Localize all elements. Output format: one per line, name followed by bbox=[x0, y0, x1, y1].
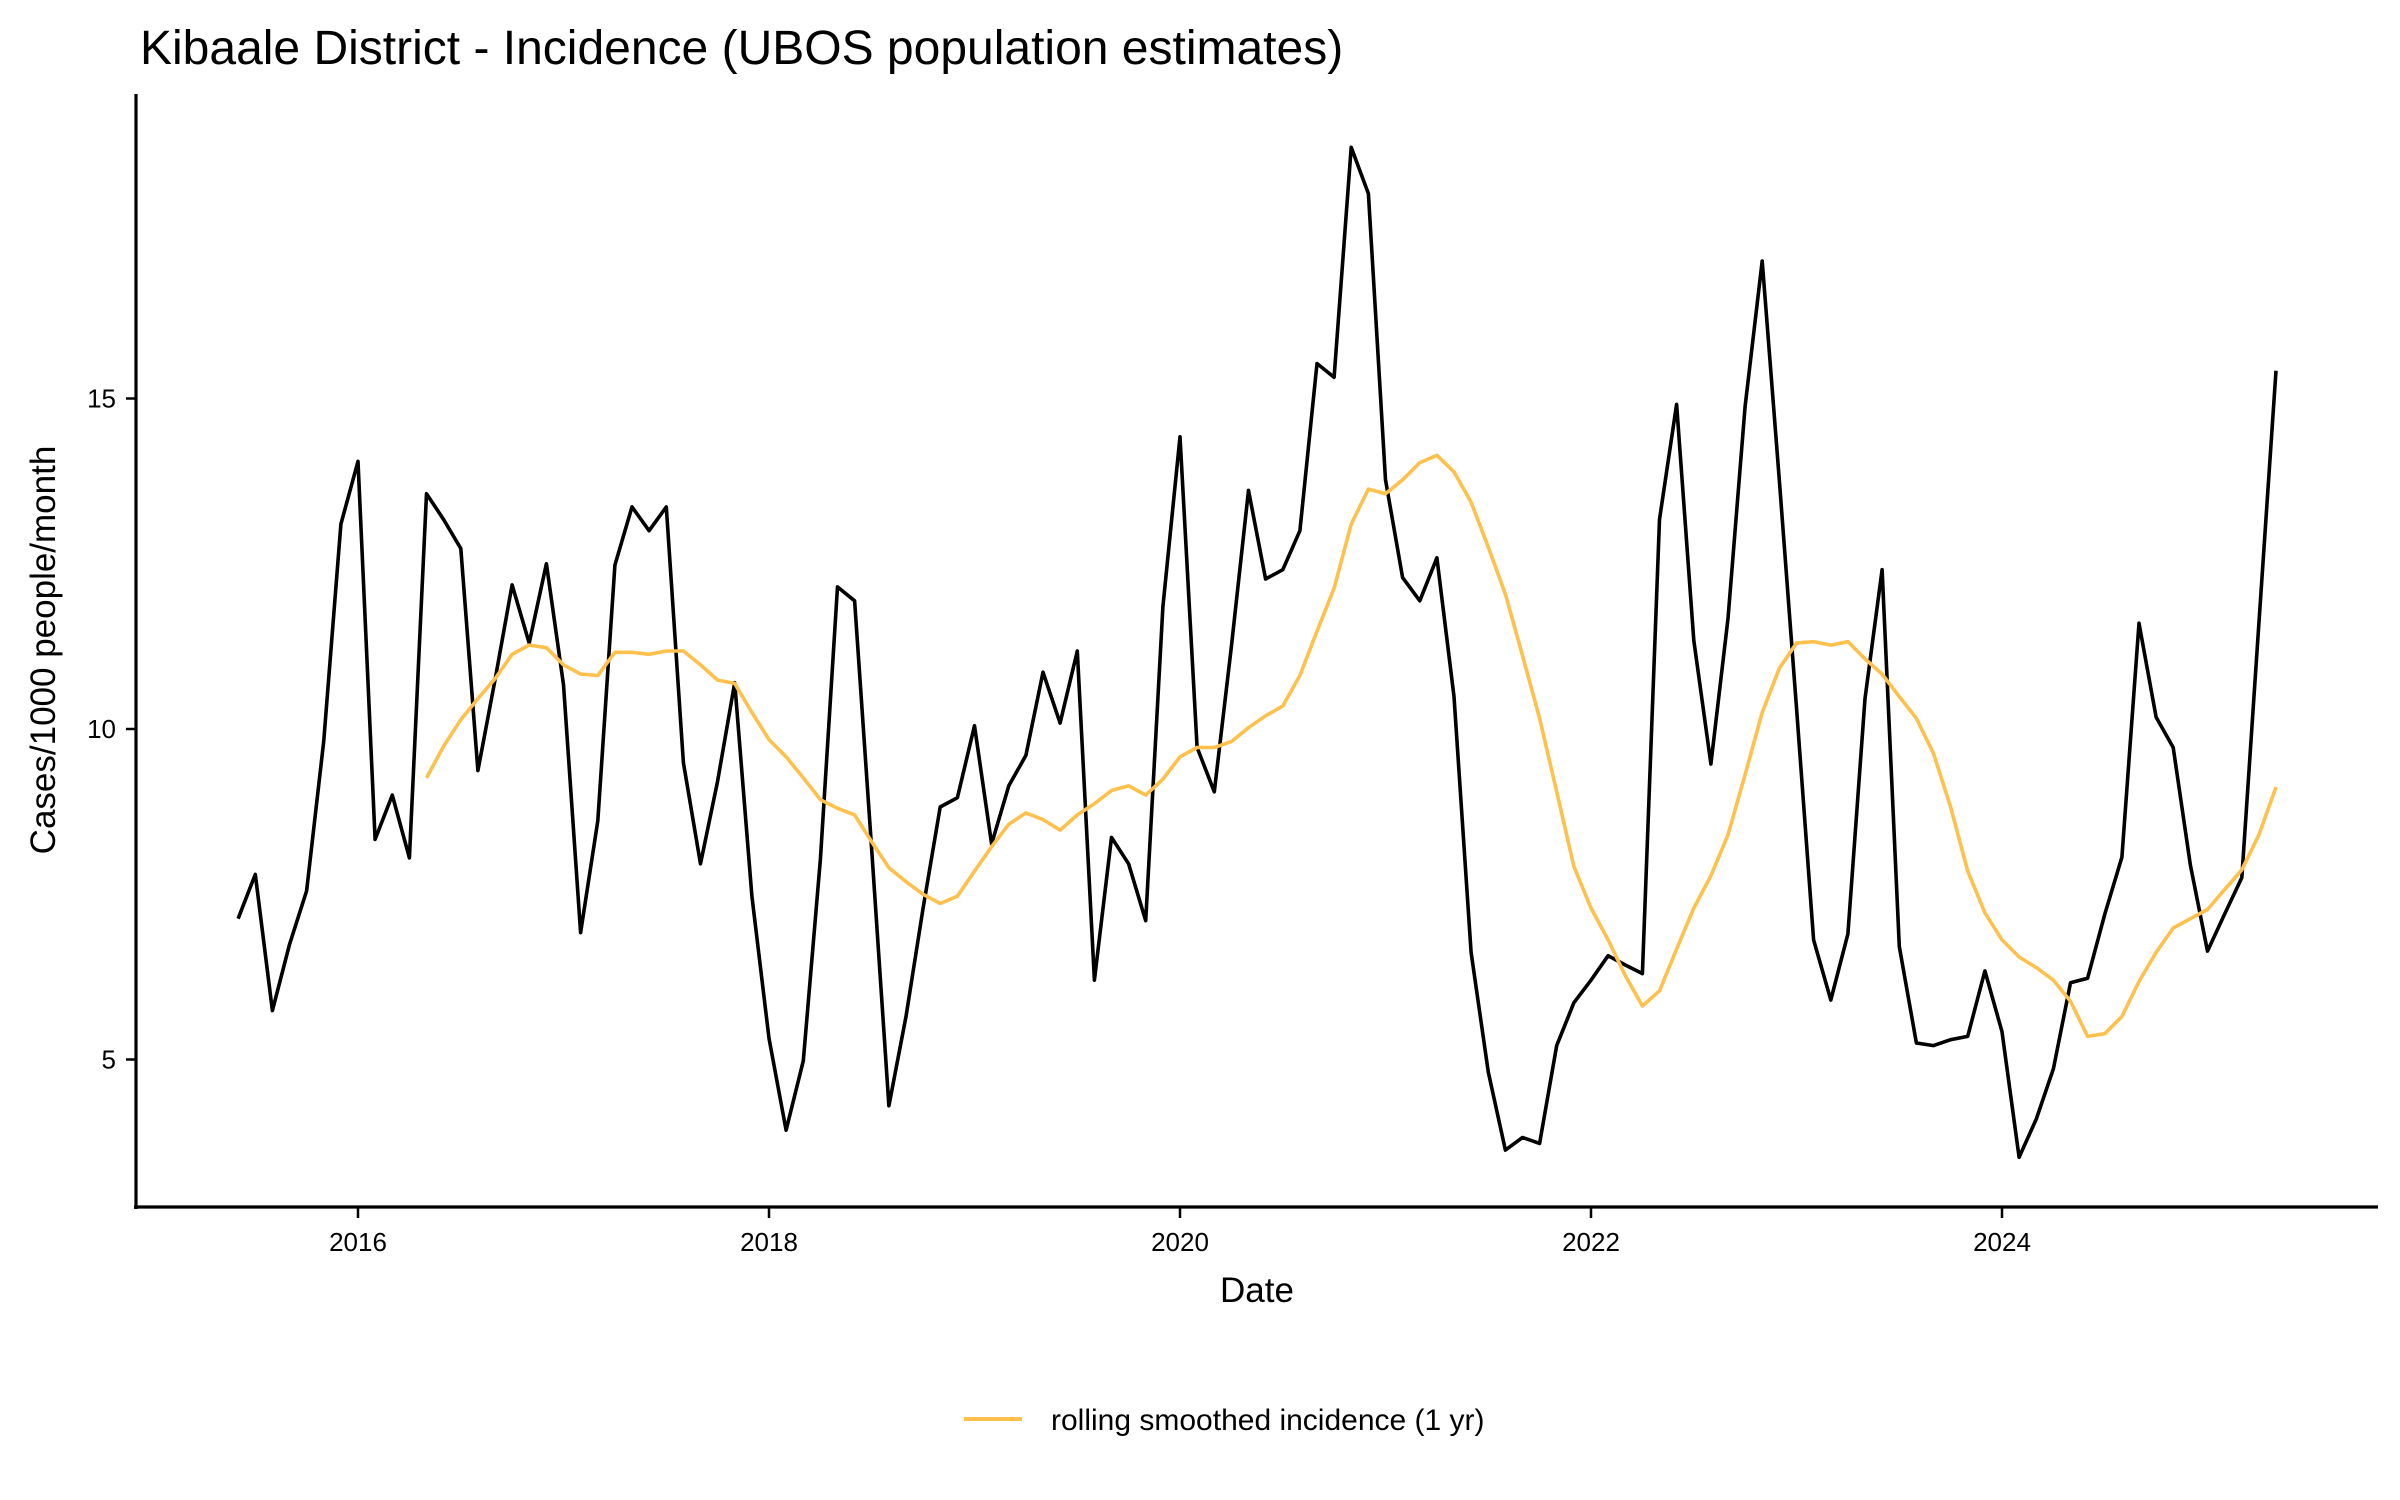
x-ticks: 2016 2018 2020 2022 2024 bbox=[329, 1207, 2031, 1257]
y-tick-label: 5 bbox=[102, 1045, 116, 1075]
series-layer bbox=[236, 145, 2278, 1160]
x-axis-title: Date bbox=[1220, 1271, 1294, 1310]
x-tick-2022: 2022 bbox=[1562, 1207, 1620, 1257]
incidence-line bbox=[236, 145, 2278, 1160]
y-tick-15: 15 bbox=[87, 384, 136, 414]
y-tick-label: 10 bbox=[87, 714, 116, 744]
x-tick-label: 2022 bbox=[1562, 1227, 1620, 1257]
x-tick-2018: 2018 bbox=[740, 1207, 798, 1257]
x-tick-2024: 2024 bbox=[1973, 1207, 2031, 1257]
smoothed-incidence-line bbox=[424, 453, 2278, 1039]
x-tick-label: 2018 bbox=[740, 1227, 798, 1257]
smoothed-series bbox=[424, 453, 2278, 1039]
incidence-series bbox=[236, 145, 2278, 1160]
y-tick-5: 5 bbox=[102, 1045, 136, 1075]
x-tick-label: 2020 bbox=[1151, 1227, 1209, 1257]
y-tick-label: 15 bbox=[87, 384, 116, 414]
x-tick-2016: 2016 bbox=[329, 1207, 387, 1257]
x-tick-label: 2016 bbox=[329, 1227, 387, 1257]
y-tick-10: 10 bbox=[87, 714, 136, 744]
x-tick-2020: 2020 bbox=[1151, 1207, 1209, 1257]
y-ticks: 5 10 15 bbox=[87, 384, 136, 1075]
legend: rolling smoothed incidence (1 yr) bbox=[964, 1404, 1485, 1437]
legend-label-smoothed: rolling smoothed incidence (1 yr) bbox=[1051, 1404, 1485, 1437]
x-tick-label: 2024 bbox=[1973, 1227, 2031, 1257]
chart-title: Kibaale District - Incidence (UBOS popul… bbox=[140, 22, 1343, 75]
y-axis-title: Cases/1000 people/month bbox=[24, 446, 63, 855]
